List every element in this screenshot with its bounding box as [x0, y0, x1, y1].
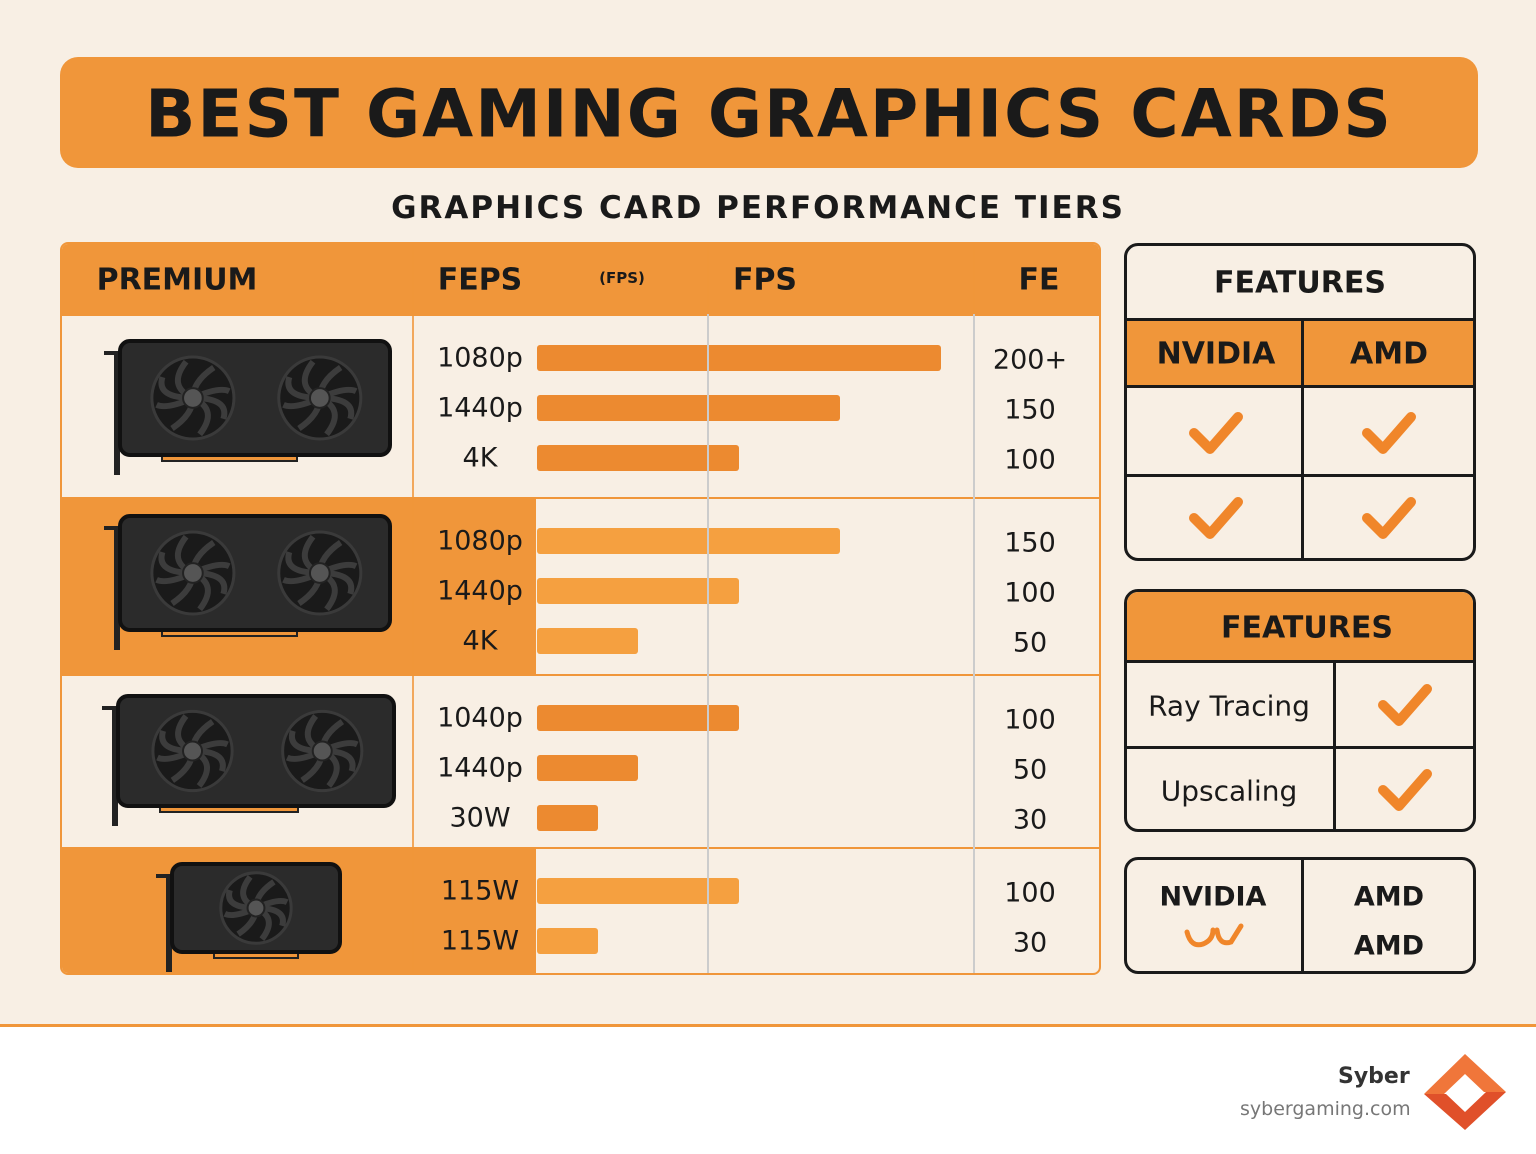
brand-header: NVIDIA — [1156, 336, 1276, 372]
resolution-label: 1080p — [437, 342, 523, 374]
column-header: FPS — [732, 262, 798, 298]
footer-brand: Syber — [1338, 1064, 1410, 1089]
resolution-label: 4K — [462, 442, 498, 474]
brand-header: AMD — [1350, 336, 1428, 372]
check-icon — [1362, 412, 1416, 454]
features-brands-panel: FEATURES NVIDIA AMD — [1124, 243, 1476, 561]
brand-logo — [1184, 923, 1244, 948]
feature-label: Upscaling — [1160, 774, 1298, 808]
fps-value: 30 — [1012, 927, 1048, 959]
resolution-label: 1040p — [437, 702, 523, 734]
brand-name: AMD — [1353, 881, 1425, 913]
footer — [0, 1024, 1536, 1154]
col-divider — [1333, 663, 1336, 829]
panel-header — [1127, 592, 1473, 663]
panel-title: FEATURES — [1214, 265, 1386, 301]
resolution-label: 1440p — [437, 575, 523, 607]
header-row — [62, 244, 1099, 314]
check-icon — [1362, 497, 1416, 539]
fps-bar — [537, 928, 598, 954]
row-divider — [1127, 474, 1473, 477]
footer-logo — [1424, 1054, 1506, 1130]
fps-bar — [537, 395, 840, 421]
column-divider — [707, 314, 709, 973]
title: BEST GAMING GRAPHICS CARDS — [145, 75, 1393, 153]
fps-value: 150 — [1004, 527, 1056, 559]
brand-name: NVIDIA — [1159, 881, 1267, 913]
column-header: PREMIUM — [96, 262, 258, 298]
check-icon — [1378, 684, 1432, 726]
footer-site: sybergaming.com — [1240, 1098, 1411, 1120]
title-banner — [60, 57, 1478, 168]
fps-value: 100 — [1004, 577, 1056, 609]
fps-value: 50 — [1012, 627, 1048, 659]
gpu-image — [104, 514, 392, 650]
features-list-panel: FEATURES Ray Tracing Upscaling — [1124, 589, 1476, 832]
column-divider — [973, 314, 975, 973]
brand-row — [1127, 318, 1473, 388]
tier-divider — [62, 314, 1099, 316]
tier-divider — [62, 847, 1099, 849]
resolution-label: 1080p — [437, 525, 523, 557]
column-header: FE — [1018, 262, 1060, 298]
brand-name: AMD — [1353, 930, 1425, 962]
gpu-image — [102, 694, 396, 826]
column-header: FEPS — [437, 262, 523, 298]
fps-bar — [537, 578, 739, 604]
fps-bar — [537, 878, 739, 904]
gpu-image — [156, 862, 342, 972]
fps-value: 100 — [1004, 704, 1056, 736]
col-divider — [1301, 860, 1304, 971]
feature-label: Ray Tracing — [1148, 689, 1310, 723]
fps-bar — [537, 755, 638, 781]
fps-value: 100 — [1004, 444, 1056, 476]
resolution-label: 1440p — [437, 392, 523, 424]
check-icon — [1189, 412, 1243, 454]
fps-value: 100 — [1004, 877, 1056, 909]
resolution-label: 1440p — [437, 752, 523, 784]
resolution-label: 115W — [440, 925, 520, 957]
tier-divider — [62, 497, 1099, 499]
resolution-label: 115W — [440, 875, 520, 907]
fps-value: 30 — [1012, 804, 1048, 836]
fps-bar — [537, 528, 840, 554]
gpu-image — [104, 339, 392, 475]
panel-title: FEATURES — [1221, 610, 1393, 646]
fps-value: 150 — [1004, 394, 1056, 426]
fps-value: 200+ — [992, 344, 1068, 376]
check-icon — [1378, 769, 1432, 811]
fps-bar — [537, 805, 598, 831]
column-divider — [412, 244, 414, 973]
tier-divider — [62, 674, 1099, 676]
fps-bar — [537, 705, 739, 731]
subtitle: GRAPHICS CARD PERFORMANCE TIERS — [391, 190, 1125, 226]
column-note: (FPS) — [599, 269, 645, 287]
col-divider — [1301, 318, 1304, 558]
check-icon — [1189, 497, 1243, 539]
fps-bar — [537, 345, 941, 371]
fps-value: 50 — [1012, 754, 1048, 786]
resolution-label: 30W — [449, 802, 511, 834]
tier-table: PREMIUM FEPS FPS FE (FPS) 1080p 200+ 1440p 150 4K… — [60, 242, 1101, 975]
fps-bar — [537, 445, 739, 471]
fps-bar — [537, 628, 638, 654]
row-divider — [1127, 746, 1473, 749]
brand-panel: NVIDIA AMD AMD — [1124, 857, 1476, 974]
resolution-label: 4K — [462, 625, 498, 657]
